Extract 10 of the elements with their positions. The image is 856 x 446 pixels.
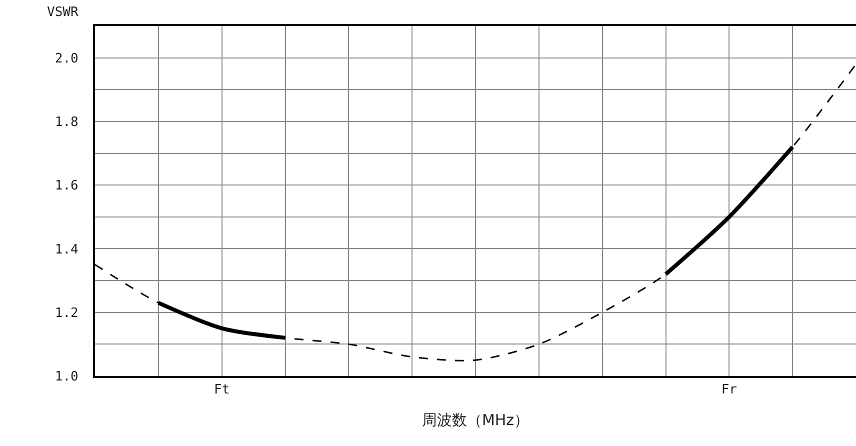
x-axis-title: 周波数（MHz）: [422, 411, 530, 430]
y-tick-label: 1.4: [54, 242, 79, 258]
y-tick-label: 1.2: [54, 306, 78, 321]
y-tick-label: 1.0: [54, 370, 78, 385]
x-tick-label: Ft: [214, 382, 230, 398]
x-tick-label: Fr: [721, 382, 738, 398]
y-tick-label: 1.8: [54, 115, 78, 130]
y-tick-label: 2.0: [54, 51, 78, 66]
y-axis-title: VSWR: [47, 5, 78, 20]
y-tick-label: 1.6: [54, 178, 78, 194]
